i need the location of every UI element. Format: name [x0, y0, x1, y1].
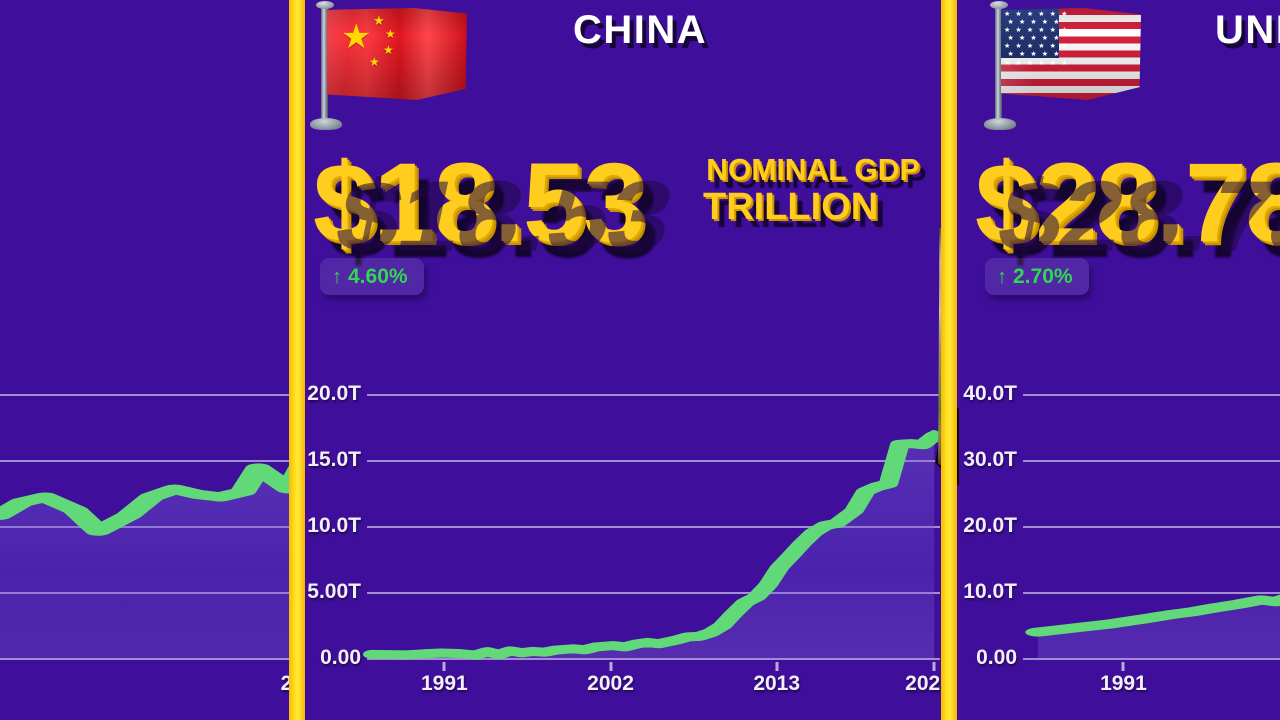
flag-pole-icon [995, 2, 1002, 126]
flag-china: ★ ★ ★ ★ ★ [305, 1, 485, 130]
flag-pole-icon [321, 2, 328, 126]
change-percent: 4.60% [348, 265, 408, 288]
gridline [1023, 460, 1280, 462]
yaxis-tick: 10.0T [963, 580, 1017, 603]
plot-area-germany [0, 394, 290, 660]
flag-canton [1001, 8, 1059, 58]
xaxis-mark [1121, 662, 1125, 671]
xaxis-tick: 2002 [587, 672, 634, 695]
gridline [1023, 658, 1280, 660]
yaxis-tick: 10.0T [307, 514, 361, 537]
gdp-label-line1: NOMINAL GDP [706, 152, 920, 187]
plot-area-united-states: 40.0T 30.0T 20.0T 10.0T 0.00 [963, 382, 1280, 669]
panel-united-states: ★ ★ ★ ★ ★ ★ ★ ★ ★ ★ ★ ★ ★ ★ ★ ★ ★ ★ ★ ★ … [957, 0, 1280, 720]
usa-flag-icon: ★ ★ ★ ★ ★ ★ ★ ★ ★ ★ ★ ★ ★ ★ ★ ★ ★ ★ ★ ★ … [1001, 8, 1141, 100]
chart-germany: 2013 2024 [0, 380, 290, 720]
gridline [367, 592, 940, 594]
yaxis-tick: 40.0T [963, 382, 1017, 405]
gridline [367, 658, 940, 660]
gdp-value-shadow-china: $18.53 [327, 160, 682, 273]
xaxis-tick: 2013 [753, 672, 801, 695]
gridline [1023, 526, 1280, 528]
flag-pole-cap-icon [990, 1, 1008, 9]
chart-china: 20.0T 15.0T 10.0T 5.00T 0.00 [305, 380, 940, 720]
gridline [0, 658, 290, 660]
yaxis-tick: 20.0T [963, 514, 1017, 537]
gridline [367, 460, 940, 462]
chart-united-states: 40.0T 30.0T 20.0T 10.0T 0.00 [957, 380, 1280, 720]
yaxis-tick: 20.0T [307, 382, 361, 405]
flag-usa: ★ ★ ★ ★ ★ ★ ★ ★ ★ ★ ★ ★ ★ ★ ★ ★ ★ ★ ★ ★ … [979, 1, 1159, 130]
xaxis-tick: 1991 [420, 672, 468, 695]
xaxis-mark [932, 662, 936, 671]
star-icon: ★ [383, 43, 394, 57]
xaxis-united-states: 1991 2002 [1023, 662, 1280, 708]
xaxis-germany: 2013 2024 [0, 672, 290, 708]
china-flag-icon: ★ ★ ★ ★ ★ [327, 8, 467, 100]
gdp-value-china: $18.53 [313, 140, 646, 265]
xaxis-mark [442, 662, 446, 671]
xaxis-china: 1991 2002 2013 2024 [367, 662, 940, 708]
yaxis-tick: 30.0T [963, 448, 1017, 471]
gridline [1023, 394, 1280, 396]
star-icon: ★ [341, 18, 372, 56]
xaxis-tick: 2024 [280, 672, 290, 695]
star-icon: ★ [385, 27, 396, 41]
series-endpoint-china [928, 429, 940, 442]
gdp-label-china: NOMINAL GDP TRILLION [703, 152, 923, 228]
yaxis-tick: 0.00 [976, 646, 1017, 669]
change-badge-united-states: ↑ 2.70% [985, 258, 1089, 295]
change-percent: 2.70% [1013, 265, 1073, 288]
flag-pole-cap-icon [316, 1, 334, 9]
star-icon: ★ [373, 13, 385, 28]
gdp-value-shadow-united-states: $28.78 [989, 160, 1280, 273]
gridline [0, 460, 290, 462]
series-china [362, 431, 940, 660]
gridline [367, 526, 940, 528]
yaxis-tick: 15.0T [307, 448, 361, 471]
xaxis-tick: 1991 [1100, 672, 1147, 695]
gridline [0, 394, 290, 396]
yaxis-tick: 0.00 [320, 646, 361, 669]
xaxis-mark [609, 662, 613, 671]
plot-area-china: 20.0T 15.0T 10.0T 5.00T 0.00 [307, 382, 940, 669]
gdp-label-line2: TRILLION [703, 185, 879, 228]
country-name-china: CHINA [573, 8, 708, 52]
yaxis-tick: 5.00T [307, 580, 361, 603]
change-badge-china: ↑ 4.60% [320, 258, 424, 295]
panel-divider-left [289, 0, 305, 720]
country-name-united-states: UNITED STATES [1215, 8, 1280, 52]
series-united-states [1025, 594, 1280, 658]
xaxis-mark [775, 662, 779, 671]
xaxis-tick: 2024 [905, 672, 940, 695]
flag-pole-base-icon [984, 118, 1016, 130]
star-icon: ★ [369, 55, 380, 69]
stars-field-icon: ★ ★ ★ ★ ★ ★ ★ ★ ★ ★ ★ ★ ★ ★ ★ ★ ★ ★ ★ ★ … [1004, 11, 1069, 67]
arrow-up-icon: ↑ [332, 265, 342, 288]
gridline [1023, 592, 1280, 594]
panel-china: ★ ★ ★ ★ ★ CHINA $18.53 $18.53 NOMINAL GD… [305, 0, 940, 720]
arrow-up-icon: ↑ [997, 265, 1007, 288]
panel-divider-right [941, 0, 957, 720]
gridline [367, 394, 940, 396]
panel-germany: GERMANY 1 NOMINAL GDP TRILLION [0, 0, 290, 720]
gdp-value-united-states: $28.78 [975, 140, 1280, 265]
series-germany [0, 463, 290, 658]
flag-pole-base-icon [310, 118, 342, 130]
